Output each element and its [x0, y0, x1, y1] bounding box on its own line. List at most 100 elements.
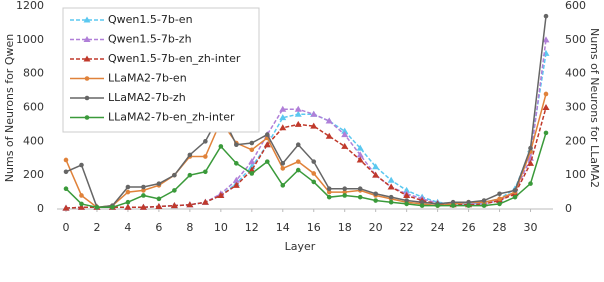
point — [79, 193, 84, 198]
point — [125, 189, 131, 195]
point — [466, 203, 471, 208]
x-tick-label: 26 — [462, 221, 476, 234]
point — [249, 171, 255, 176]
point — [279, 114, 287, 121]
point — [528, 181, 533, 186]
point — [356, 156, 364, 163]
point — [218, 144, 224, 149]
point — [543, 91, 549, 97]
point — [79, 162, 84, 168]
point — [77, 203, 85, 210]
point — [356, 151, 364, 158]
legend-marker — [83, 55, 91, 62]
point — [155, 202, 163, 209]
point — [388, 194, 394, 200]
point — [311, 171, 317, 176]
point — [450, 203, 456, 208]
x-tick-label: 10 — [214, 221, 228, 234]
point — [388, 199, 394, 205]
point — [512, 188, 518, 193]
point — [387, 183, 395, 190]
x-tick-label: 8 — [186, 221, 193, 234]
point — [497, 196, 502, 202]
x-tick-label: 0 — [63, 221, 70, 234]
point — [373, 198, 378, 203]
point — [172, 172, 177, 178]
y-axis-label: Nums of Neurons for Qwen — [3, 34, 16, 182]
point — [125, 199, 131, 205]
x-tick-label: 6 — [155, 221, 162, 234]
point — [279, 105, 287, 112]
point — [326, 189, 332, 195]
point — [295, 159, 301, 164]
point — [63, 169, 69, 175]
point — [79, 201, 84, 207]
point — [466, 199, 471, 205]
point — [264, 132, 270, 137]
point — [542, 36, 550, 43]
point — [234, 161, 239, 166]
point — [264, 159, 270, 164]
point — [326, 194, 332, 200]
point — [372, 163, 380, 170]
legend-label: Qwen1.5-7b-en_zh-inter — [108, 52, 241, 65]
point — [497, 201, 502, 207]
point — [294, 105, 302, 112]
x-tick-label: 30 — [524, 221, 538, 234]
point — [373, 191, 378, 197]
series-line — [65, 107, 547, 209]
point — [217, 191, 225, 198]
point — [342, 189, 348, 195]
legend-box — [62, 7, 260, 133]
point — [341, 131, 349, 138]
point — [156, 181, 162, 186]
legend-label: LLaMA2-7b-en — [108, 72, 187, 85]
y2-axis-label: Nums of Neurons for LLaMA2 — [588, 28, 601, 188]
point — [110, 205, 115, 210]
point — [326, 186, 332, 191]
point — [481, 198, 487, 203]
point — [141, 193, 146, 198]
y-tick-label: 1000 — [16, 33, 44, 46]
point — [187, 172, 193, 178]
point — [342, 186, 348, 191]
legend-label: LLaMA2-7b-zh — [108, 91, 186, 104]
point — [172, 188, 177, 193]
point — [234, 142, 239, 148]
point — [497, 191, 502, 197]
x-tick-label: 22 — [400, 221, 414, 234]
point — [63, 186, 69, 191]
point — [94, 205, 100, 210]
y2-tick-label: 600 — [565, 0, 586, 12]
point — [186, 201, 194, 208]
point — [203, 139, 208, 144]
point — [294, 110, 302, 117]
x-tick-label: 12 — [245, 221, 259, 234]
point — [404, 198, 409, 203]
point — [403, 186, 411, 193]
point — [141, 188, 146, 193]
y-tick-label: 600 — [23, 101, 44, 114]
point — [232, 176, 240, 183]
point — [280, 183, 286, 188]
point — [450, 199, 456, 205]
x-tick-label: 14 — [276, 221, 290, 234]
x-tick-label: 24 — [431, 221, 445, 234]
point — [325, 132, 333, 139]
point — [404, 201, 409, 207]
point — [435, 203, 440, 208]
point — [543, 13, 549, 19]
x-tick-label: 2 — [93, 221, 100, 234]
legend-marker — [84, 76, 90, 81]
point — [141, 184, 146, 190]
point — [139, 203, 147, 210]
point — [170, 202, 178, 209]
x-axis-label: Layer — [285, 240, 316, 253]
point — [528, 145, 533, 151]
point — [542, 104, 550, 110]
y2-tick-label: 200 — [565, 134, 586, 147]
point — [249, 140, 255, 146]
y2-tick-label: 300 — [565, 101, 586, 114]
point — [295, 167, 301, 173]
point — [543, 130, 549, 136]
